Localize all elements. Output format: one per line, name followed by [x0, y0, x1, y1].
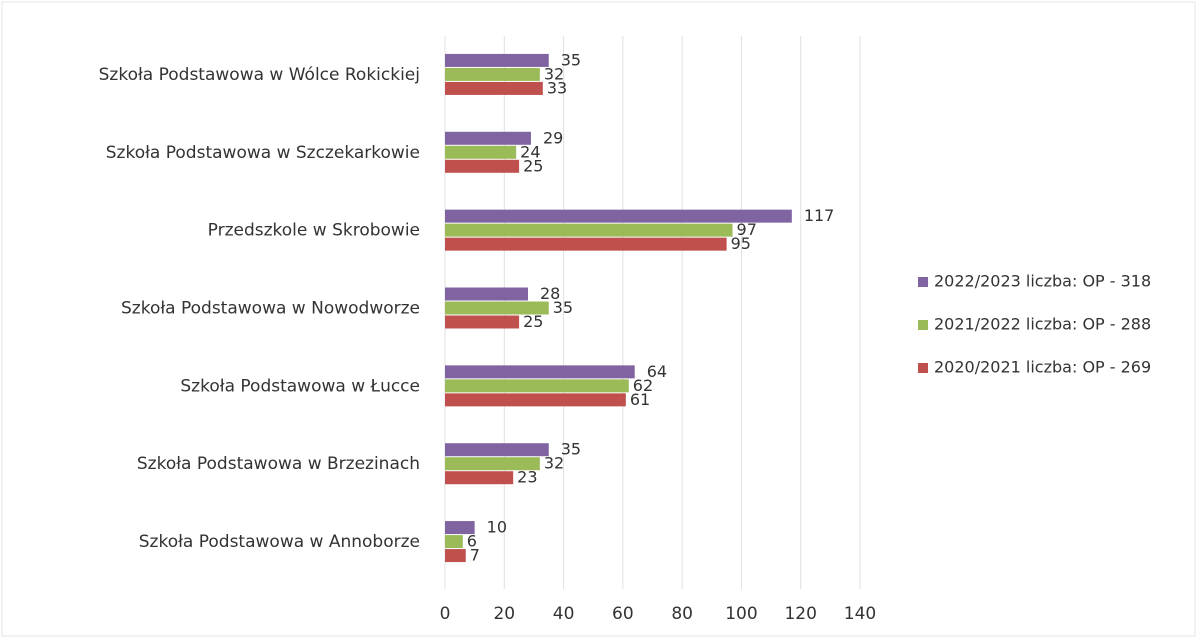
data-label: 35	[553, 298, 573, 317]
x-tick-label: 80	[671, 604, 693, 624]
data-label: 24	[520, 142, 540, 161]
bar	[445, 315, 520, 329]
y-tick-label: Przedszkole w Skrobowie	[208, 221, 420, 241]
bar	[445, 209, 792, 223]
y-tick-label: Szkoła Podstawowa w Łucce	[180, 376, 420, 396]
bar	[445, 393, 626, 407]
bar	[445, 301, 549, 315]
data-label: 35	[561, 50, 581, 69]
bar	[445, 521, 475, 535]
data-label: 6	[467, 532, 477, 551]
legend-swatch	[918, 363, 928, 373]
data-label: 33	[547, 78, 567, 97]
bar	[445, 53, 549, 67]
bar	[445, 457, 540, 471]
data-label: 28	[540, 284, 560, 303]
bar	[445, 471, 514, 485]
bar	[445, 81, 543, 95]
data-label: 35	[561, 440, 581, 459]
legend-swatch	[918, 277, 928, 287]
bar	[445, 223, 733, 237]
data-label: 62	[633, 376, 653, 395]
bar	[445, 145, 517, 159]
bar	[445, 237, 727, 251]
x-tick-label: 20	[493, 604, 515, 624]
data-label: 7	[470, 546, 480, 565]
data-label: 32	[544, 454, 564, 473]
y-tick-label: Szkoła Podstawowa w Wólce Rokickiej	[99, 65, 420, 85]
bar	[445, 159, 520, 173]
bar	[445, 549, 466, 563]
legend-label: 2022/2023 liczba: OP - 318	[934, 272, 1151, 291]
data-label: 61	[630, 390, 650, 409]
data-label: 95	[731, 234, 751, 253]
data-label: 64	[647, 362, 667, 381]
bar	[445, 67, 540, 81]
y-tick-label: Szkoła Podstawowa w Annoborze	[139, 532, 420, 552]
x-tick-label: 0	[440, 604, 451, 624]
data-label: 32	[544, 64, 564, 83]
bar	[445, 131, 531, 145]
y-tick-label: Szkoła Podstawowa w Nowodworze	[121, 299, 420, 319]
x-tick-label: 120	[784, 604, 816, 624]
x-tick-label: 100	[725, 604, 757, 624]
x-tick-label: 40	[553, 604, 575, 624]
data-label: 97	[737, 220, 757, 239]
data-label: 10	[487, 518, 507, 537]
x-tick-label: 60	[612, 604, 634, 624]
y-tick-label: Szkoła Podstawowa w Brzezinach	[137, 454, 420, 474]
bar	[445, 287, 528, 301]
data-label: 117	[804, 206, 835, 225]
legend-label: 2021/2022 liczba: OP - 288	[934, 315, 1151, 334]
bar	[445, 535, 463, 549]
legend-label: 2020/2021 liczba: OP - 269	[934, 358, 1151, 377]
data-label: 29	[543, 128, 563, 147]
y-tick-label: Szkoła Podstawowa w Szczekarkowie	[106, 143, 420, 163]
x-tick-label: 140	[844, 604, 876, 624]
data-label: 23	[517, 468, 537, 487]
data-label: 25	[523, 312, 543, 331]
legend-swatch	[918, 320, 928, 330]
data-label: 25	[523, 156, 543, 175]
bar	[445, 443, 549, 457]
bar	[445, 379, 629, 393]
bar	[445, 365, 635, 379]
